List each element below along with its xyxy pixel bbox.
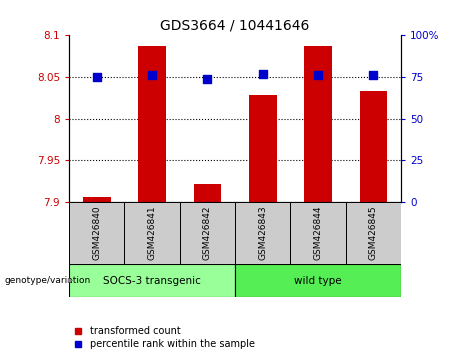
Text: GSM426841: GSM426841 xyxy=(148,205,157,260)
Point xyxy=(314,73,322,78)
Text: GSM426842: GSM426842 xyxy=(203,206,212,260)
Bar xyxy=(69,264,235,297)
Title: GDS3664 / 10441646: GDS3664 / 10441646 xyxy=(160,19,310,33)
Bar xyxy=(180,202,235,264)
Text: genotype/variation: genotype/variation xyxy=(5,276,91,285)
Text: GSM426844: GSM426844 xyxy=(313,206,323,260)
Point xyxy=(370,73,377,78)
Bar xyxy=(304,46,332,202)
Text: GSM426840: GSM426840 xyxy=(92,205,101,260)
Point xyxy=(148,73,156,78)
Bar xyxy=(290,202,346,264)
Bar xyxy=(69,202,124,264)
Bar xyxy=(235,202,290,264)
Point xyxy=(259,71,266,76)
Bar xyxy=(360,91,387,202)
Legend: transformed count, percentile rank within the sample: transformed count, percentile rank withi… xyxy=(74,326,254,349)
Bar xyxy=(235,264,401,297)
Text: SOCS-3 transgenic: SOCS-3 transgenic xyxy=(103,275,201,286)
Point xyxy=(204,76,211,81)
Bar xyxy=(138,46,166,202)
Point xyxy=(93,74,100,80)
Text: GSM426845: GSM426845 xyxy=(369,205,378,260)
Bar xyxy=(346,202,401,264)
Bar xyxy=(249,95,277,202)
Bar xyxy=(194,184,221,202)
Bar xyxy=(124,202,180,264)
Text: GSM426843: GSM426843 xyxy=(258,205,267,260)
Text: wild type: wild type xyxy=(294,275,342,286)
Bar xyxy=(83,197,111,202)
